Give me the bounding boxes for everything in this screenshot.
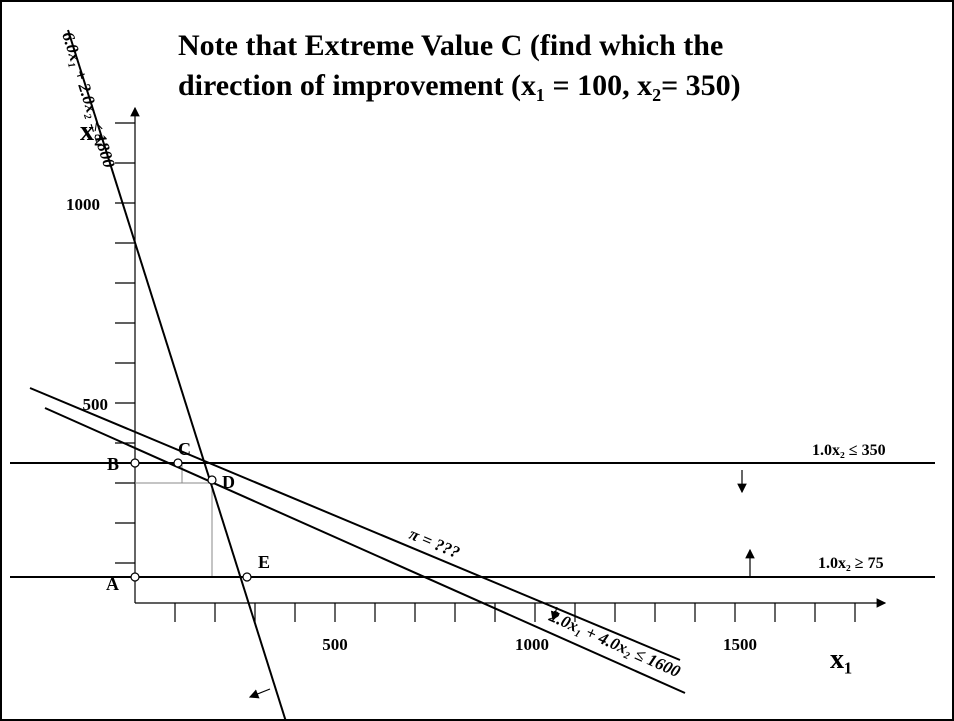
vertex (130, 458, 140, 468)
direction-arrows (248, 470, 755, 699)
vertex (207, 475, 217, 485)
constraint-line (44, 407, 686, 694)
x-ticks (174, 603, 856, 622)
y-tick-label: 500 (83, 395, 109, 414)
vertex-label: E (258, 552, 270, 572)
constraint-label: 6.0x₁ + 2.0x₂ ≤ 1800 (58, 29, 119, 170)
constraint-label: 1.0x₂ ≥ 75 (818, 555, 884, 572)
vertex-label: A (106, 574, 119, 594)
constraint-label: 1.0x₂ ≤ 350 (812, 442, 886, 459)
vertex-label: D (222, 472, 235, 492)
vertex (130, 572, 140, 582)
vertex (242, 572, 252, 582)
constraint-line (67, 29, 287, 721)
y-tick-label: 1000 (66, 195, 100, 214)
title-line1: Note that Extreme Value C (find which th… (178, 29, 723, 62)
x-axis-label: x₁ (830, 644, 852, 675)
objective-line (29, 387, 681, 661)
x-tick-label: 500 (322, 635, 348, 654)
vertex (173, 458, 183, 468)
x-tick-label: 1000 (515, 635, 549, 654)
axes (115, 106, 887, 622)
x-tick-label: 1500 (723, 635, 757, 654)
y-ticks (115, 122, 135, 564)
vertex-label: B (107, 454, 119, 474)
vertex-label: C (178, 439, 191, 459)
title-line2: direction of improvement (x₁ = 100, x₂= … (178, 69, 741, 102)
